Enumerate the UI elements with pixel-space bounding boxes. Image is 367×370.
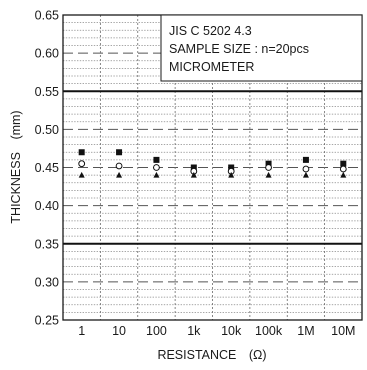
x-tick-label: 100: [146, 324, 167, 338]
y-tick-label: 0.40: [35, 199, 59, 213]
triangle-marker: [153, 171, 160, 178]
x-axis-label: RESISTANCE (Ω): [157, 348, 266, 362]
annotation-box: JIS C 5202 4.3 SAMPLE SIZE : n=20pcs MIC…: [160, 14, 363, 82]
x-tick-label: 1k: [187, 324, 201, 338]
annotation-line-method: MICROMETER: [169, 60, 254, 74]
x-tick-label: 10k: [221, 324, 242, 338]
y-tick-label: 0.55: [35, 85, 59, 99]
square-marker: [228, 164, 235, 171]
square-marker: [340, 160, 347, 167]
y-tick-label: 0.50: [35, 123, 59, 137]
y-tick-label: 0.45: [35, 161, 59, 175]
circle-marker: [339, 165, 347, 173]
triangle-marker: [190, 171, 197, 178]
y-axis-label: THICKNESS (mm): [9, 110, 23, 223]
circle-marker: [115, 162, 123, 170]
square-marker: [190, 164, 197, 171]
x-tick-label: 10M: [331, 324, 355, 338]
circle-marker: [302, 165, 310, 173]
x-tick-label: 1: [78, 324, 85, 338]
y-tick-label: 0.35: [35, 237, 59, 251]
y-tick-label: 0.65: [35, 9, 59, 23]
circle-marker: [78, 160, 86, 168]
triangle-marker: [78, 171, 85, 178]
y-tick-label: 0.30: [35, 275, 59, 289]
triangle-marker: [340, 171, 347, 178]
annotation-line-standard: JIS C 5202 4.3: [169, 24, 252, 38]
square-marker: [265, 160, 272, 167]
y-tick-label: 0.60: [35, 47, 59, 61]
y-tick-label: 0.25: [35, 314, 59, 328]
x-tick-label: 1M: [297, 324, 314, 338]
square-marker: [153, 156, 160, 163]
annotation-line-sample-size: SAMPLE SIZE : n=20pcs: [169, 42, 309, 56]
triangle-marker: [302, 171, 309, 178]
x-tick-label: 100k: [255, 324, 283, 338]
circle-marker: [265, 164, 272, 171]
circle-marker: [153, 164, 160, 171]
data-markers: [78, 149, 347, 178]
tick-labels: 0.25 0.30 0.35 0.40 0.45 0.50 0.55 0.60 0.65 1 10 1…: [35, 9, 356, 339]
limit-lines: [63, 90, 362, 245]
x-tick-label: 10: [112, 324, 126, 338]
square-marker: [302, 156, 309, 163]
annotation-box-frame: [160, 14, 363, 82]
triangle-marker: [265, 171, 272, 178]
triangle-marker: [228, 171, 235, 178]
triangle-marker: [116, 171, 123, 178]
square-marker: [78, 149, 85, 156]
square-marker: [116, 149, 123, 156]
